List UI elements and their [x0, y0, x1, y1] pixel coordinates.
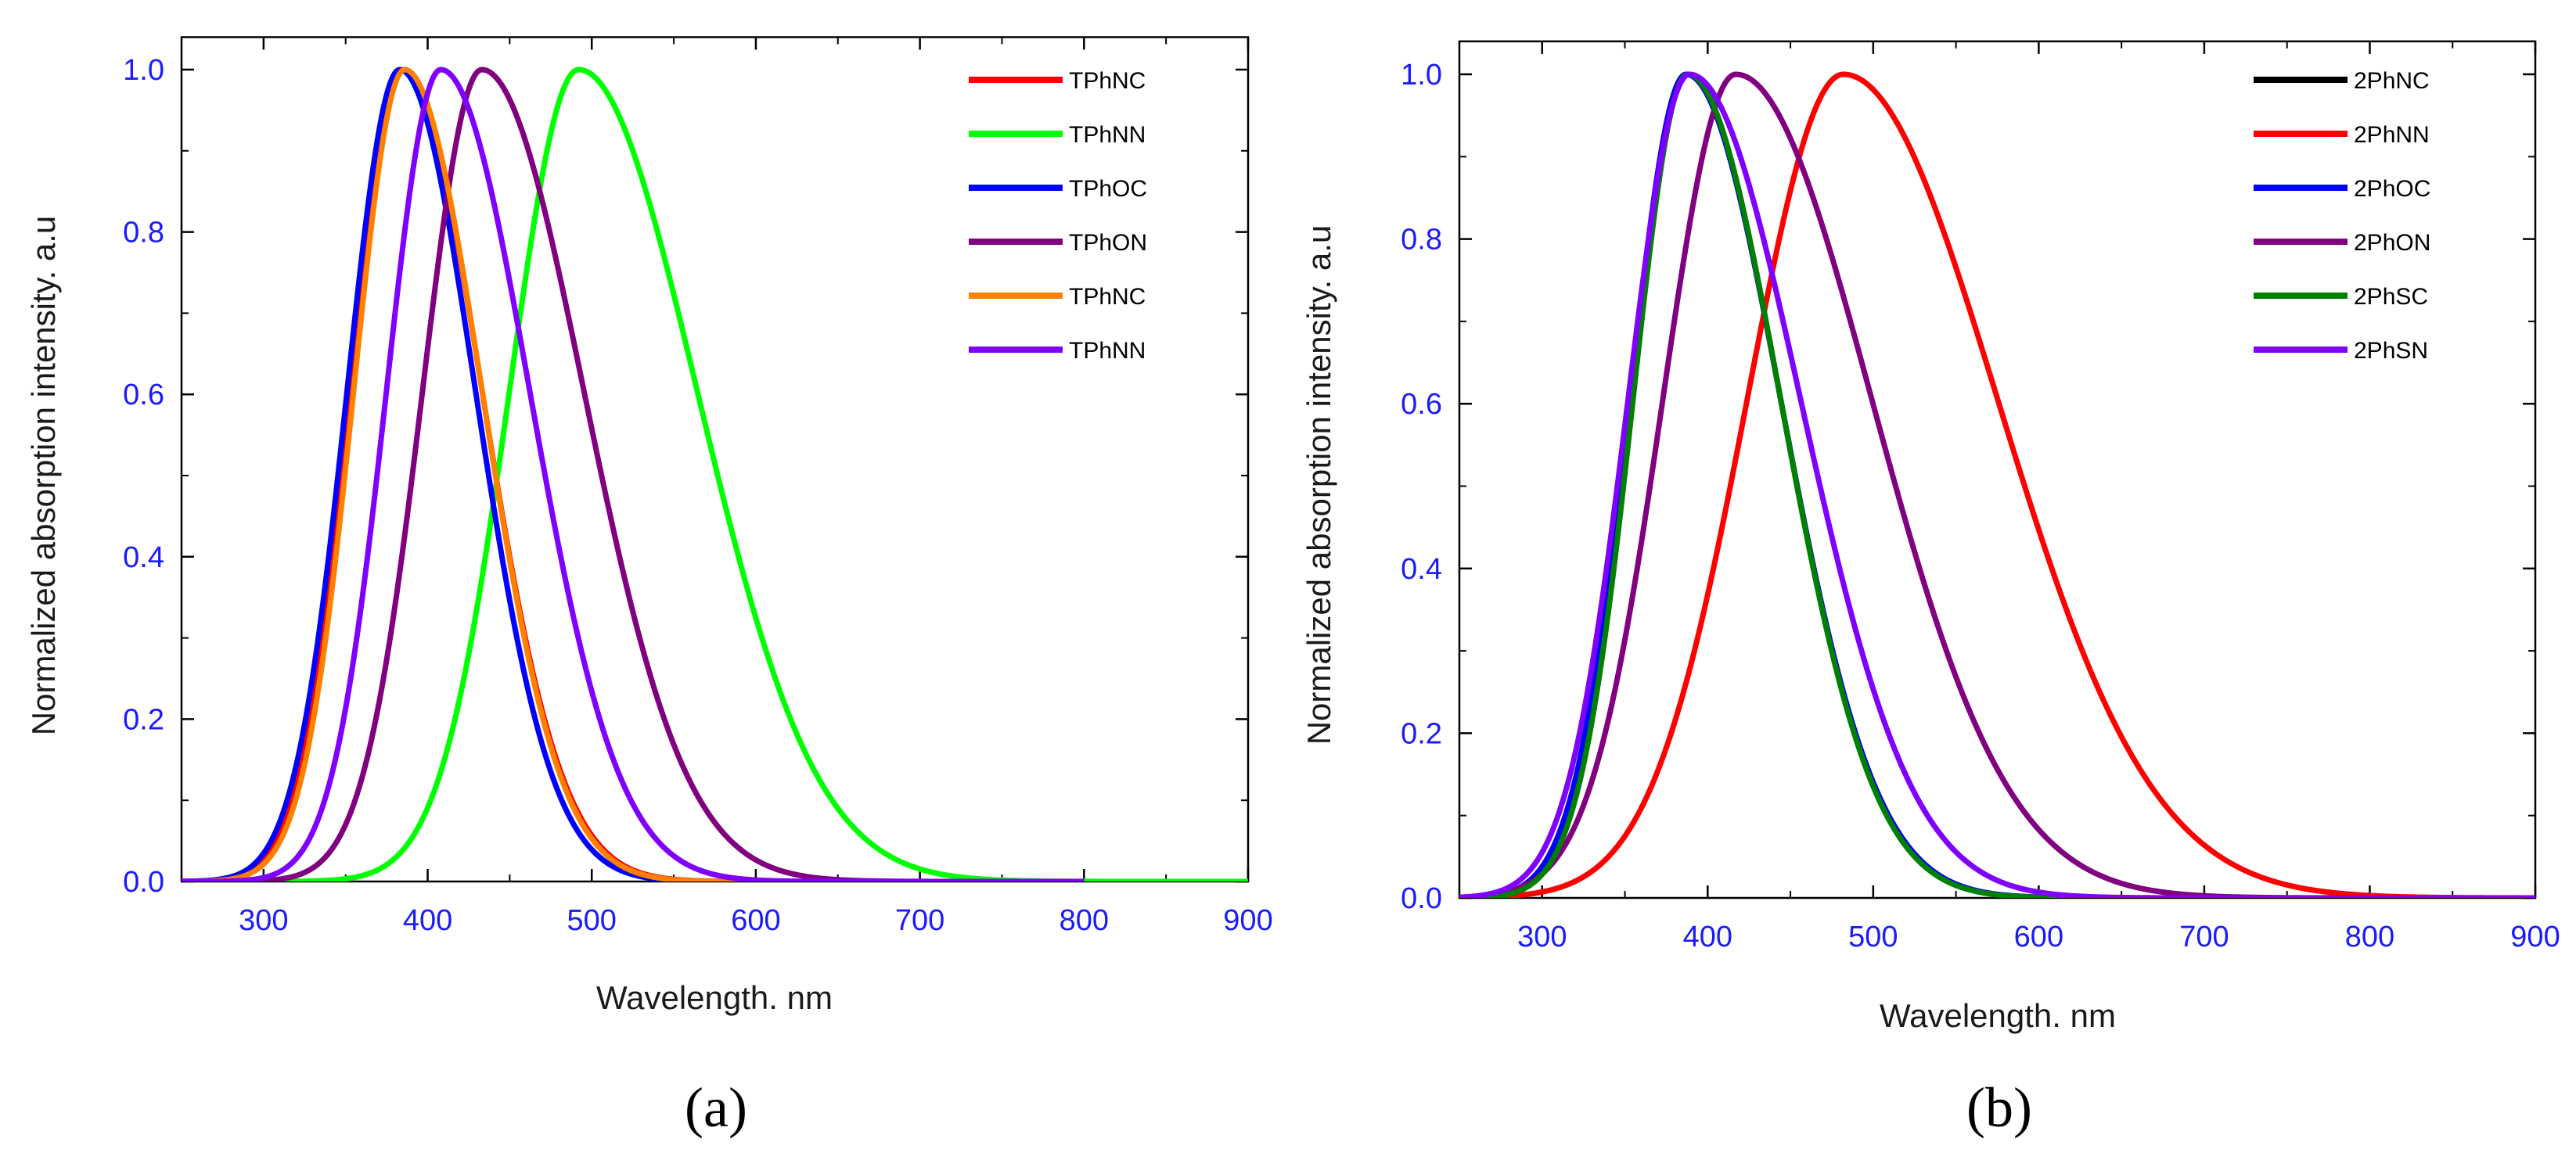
x-tick-label: 600: [2014, 921, 2063, 953]
y-tick-label: 0.4: [123, 541, 164, 574]
legend-label: 2PhON: [2354, 230, 2430, 256]
y-tick-label: 0.6: [1401, 388, 1442, 421]
x-tick-label: 400: [1683, 921, 1732, 953]
x-tick-label: 700: [2179, 921, 2229, 953]
y-axis-title: Normalized absorption intensity. a.u: [1301, 225, 1337, 745]
x-tick-label: 700: [895, 904, 944, 937]
y-tick-label: 0.4: [1401, 553, 1442, 586]
series-line-tphon-3: [182, 70, 1084, 881]
x-tick-label: 800: [1060, 904, 1109, 937]
panel-label: (b): [1966, 1076, 2032, 1139]
y-tick-label: 0.0: [1401, 882, 1442, 915]
y-tick-label: 0.0: [123, 866, 164, 899]
x-tick-label: 800: [2345, 921, 2394, 953]
x-tick-label: 300: [239, 904, 288, 937]
legend-label: TPhNN: [1069, 122, 1146, 148]
panel-label: (a): [685, 1076, 747, 1139]
x-tick-label: 500: [1848, 921, 1898, 953]
y-tick-label: 0.2: [1401, 717, 1442, 750]
legend-label: TPhOC: [1069, 176, 1147, 202]
legend-label: TPhNC: [1069, 284, 1146, 310]
y-tick-label: 0.2: [123, 703, 164, 736]
x-axis-title: Wavelength. nm: [1880, 997, 2116, 1034]
x-tick-label: 500: [567, 904, 617, 937]
legend-label: 2PhNN: [2354, 122, 2430, 148]
y-tick-label: 0.8: [123, 217, 164, 250]
series-line-tphoc-2: [182, 70, 1084, 881]
series-line-tphnc-4: [182, 70, 1084, 881]
legend-label: TPhNC: [1069, 68, 1146, 94]
x-axis-title: Wavelength. nm: [596, 979, 833, 1016]
y-tick-label: 1.0: [1401, 59, 1442, 92]
legend-label: TPhNN: [1069, 338, 1146, 364]
y-axis-title: Normalized absorption intensity. a.u: [25, 216, 62, 736]
y-tick-label: 0.6: [123, 379, 164, 411]
legend-label: 2PhNC: [2354, 68, 2430, 94]
x-tick-label: 300: [1517, 921, 1567, 953]
x-tick-label: 400: [403, 904, 452, 937]
x-tick-label: 600: [731, 904, 780, 937]
legend-label: 2PhSC: [2354, 284, 2428, 310]
y-tick-label: 1.0: [123, 54, 164, 87]
chart-panel-a: 300 400 500 600 700 800 900 0.0 0.2 0.4 0.6 0.8 1.0 W…: [25, 37, 1273, 1139]
chart-panel-b: 300 400 500 600 700 800 900 0.0 0.2 0.4 0.6 0.8 1.0 W…: [1301, 41, 2560, 1139]
legend-label: 2PhSN: [2354, 338, 2428, 364]
x-tick-label: 900: [1223, 904, 1272, 937]
series-line-tphnn-5: [182, 70, 1084, 881]
legend-label: 2PhOC: [2354, 176, 2430, 202]
figure-canvas: 300 400 500 600 700 800 900 0.0 0.2 0.4 0.6 0.8 1.0 W…: [0, 0, 2576, 1149]
series-line-tphnc-0: [182, 70, 1084, 881]
y-tick-label: 0.8: [1401, 224, 1442, 257]
x-tick-label: 900: [2510, 921, 2560, 953]
legend-label: TPhON: [1069, 230, 1147, 256]
